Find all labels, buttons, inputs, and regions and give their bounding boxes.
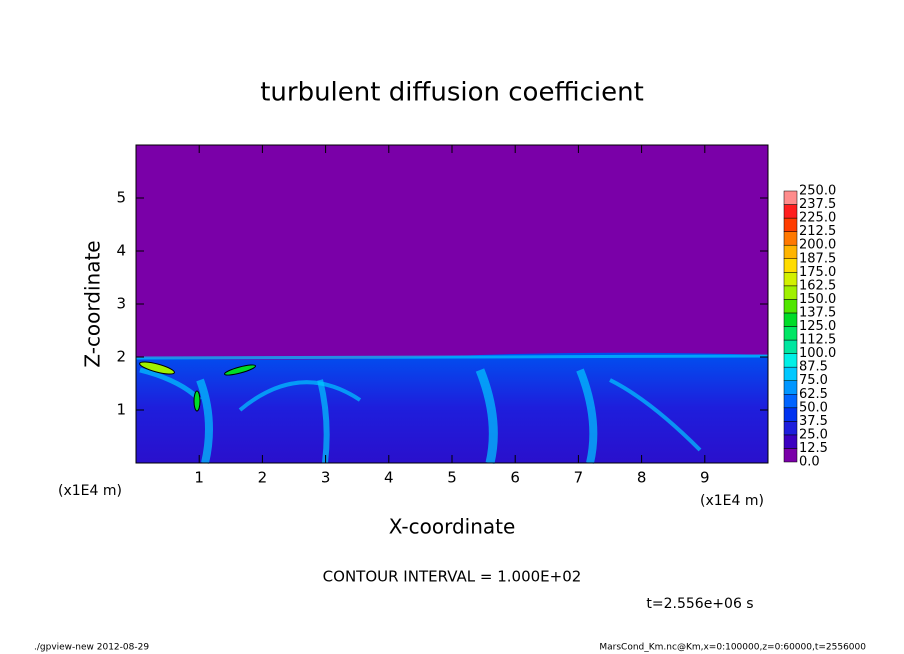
colorbar-label: 75.0: [799, 373, 828, 388]
colorbar-label: 162.5: [799, 278, 836, 293]
time-label: t=2.556e+06 s: [646, 596, 753, 612]
colorbar-bin: [783, 204, 798, 219]
x-tick-label: 7: [574, 469, 584, 487]
colorbar-label: 0.0: [799, 455, 820, 470]
colorbar-bin: [783, 285, 798, 300]
colorbar-label: 37.5: [799, 414, 828, 429]
high-patch: [139, 361, 175, 375]
colorbar-label: 25.0: [799, 427, 828, 442]
y-tick-label: 1: [116, 401, 126, 419]
colorbar-label: 237.5: [799, 197, 836, 212]
colorbar-label: 100.0: [799, 346, 836, 361]
colorbar-bin: [783, 244, 798, 259]
colorbar-bin: [783, 326, 798, 341]
x-tick-label: 3: [321, 469, 331, 487]
plumes: [135, 354, 769, 465]
colorbar-bin: [783, 394, 798, 409]
colorbar-label: 137.5: [799, 305, 836, 320]
colorbar-label: 175.0: [799, 265, 836, 280]
footer: ./gpview-new 2012-08-29: [34, 643, 149, 653]
colorbar-bin: [783, 231, 798, 246]
colorbar-label: 150.0: [799, 292, 836, 307]
contour-note: CONTOUR INTERVAL = 1.000E+02: [323, 568, 582, 586]
colorbar-label: 250.0: [799, 184, 836, 199]
colorbar-label: 125.0: [799, 319, 836, 334]
y-tick-label: 4: [116, 242, 126, 260]
colorbar-bin: [783, 299, 798, 314]
x-tick-label: 6: [510, 469, 520, 487]
colorbar-bin: [783, 353, 798, 368]
y-axis-label: Z-coordinate: [81, 240, 105, 367]
colorbar-label: 225.0: [799, 211, 836, 226]
x-unit: (x1E4 m): [58, 483, 122, 499]
colorbar-label: 50.0: [799, 400, 828, 415]
colorbar-label: 212.5: [799, 224, 836, 239]
field: [135, 145, 769, 465]
colorbar-label: 187.5: [799, 251, 836, 266]
x-tick-label: 4: [384, 469, 394, 487]
colorbar-label: 112.5: [799, 333, 836, 348]
colorbar-bin: [783, 272, 798, 287]
colorbar-label: 12.5: [799, 441, 828, 456]
colorbar-bin: [783, 407, 798, 422]
high-patch: [224, 364, 256, 376]
x-tick-label: 5: [447, 469, 457, 487]
colorbar-label: 62.5: [799, 387, 828, 402]
y-tick-label: 5: [116, 189, 126, 207]
high-patch: [193, 390, 201, 412]
colorbar-bin: [783, 339, 798, 354]
colorbar-bin: [783, 434, 798, 449]
x-tick-label: 2: [258, 469, 268, 487]
colorbar-bin: [783, 258, 798, 273]
colorbar-bin: [783, 421, 798, 436]
x-tick-label: 8: [637, 469, 647, 487]
x-unit: (x1E4 m): [700, 493, 764, 509]
x-tick-label: 1: [194, 469, 204, 487]
colorbar-bin: [783, 312, 798, 327]
footer: MarsCond_Km.nc@Km,x=0:100000,z=0:60000,t…: [599, 643, 866, 653]
colorbar-bin: [783, 366, 798, 381]
colorbar-label: 87.5: [799, 360, 828, 375]
y-tick-label: 3: [116, 295, 126, 313]
x-tick-label: 9: [700, 469, 710, 487]
colorbar-bin: [783, 190, 798, 205]
colorbar-bin: [783, 217, 798, 232]
y-tick-label: 2: [116, 348, 126, 366]
x-axis-label: X-coordinate: [389, 515, 516, 539]
colorbar-bin: [783, 380, 798, 395]
chart-title: turbulent diffusion coefficient: [260, 78, 644, 108]
colorbar-bin: [783, 448, 798, 463]
colorbar-label: 200.0: [799, 238, 836, 253]
